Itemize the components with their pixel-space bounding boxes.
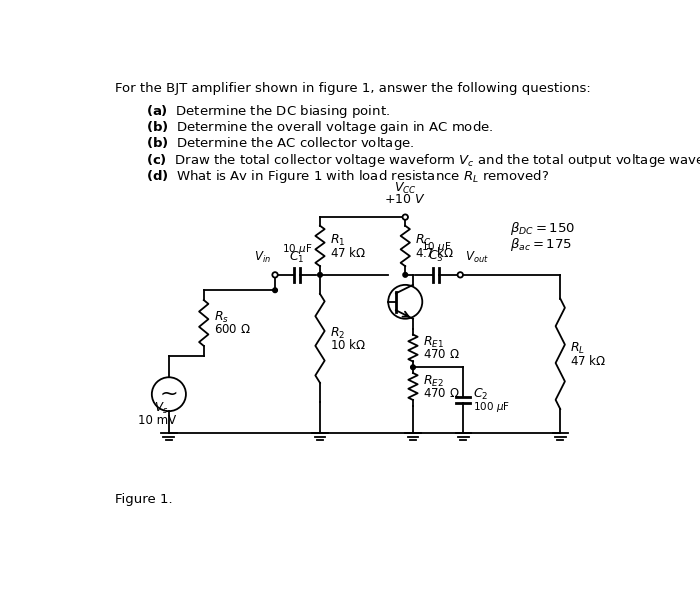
Text: 100 $\mu$F: 100 $\mu$F [473,400,510,414]
Text: 4.7 k$\Omega$: 4.7 k$\Omega$ [415,246,454,260]
Text: 470 $\Omega$: 470 $\Omega$ [423,349,460,362]
Text: $V_{out}$: $V_{out}$ [465,250,489,265]
Text: $C_2$: $C_2$ [473,387,488,402]
Text: 10 $\mu$F: 10 $\mu$F [421,240,451,254]
Text: $R_L$: $R_L$ [570,341,585,356]
Circle shape [318,273,322,277]
Circle shape [403,215,407,219]
Text: $R_C$: $R_C$ [415,233,432,248]
Text: $V_s$: $V_s$ [154,401,168,416]
Text: $\beta_{DC} = 150$: $\beta_{DC} = 150$ [510,220,575,237]
Text: $V_{in}$: $V_{in}$ [254,250,271,265]
Text: 10 $\mu$F: 10 $\mu$F [281,241,312,255]
Circle shape [402,214,408,220]
Text: 10 k$\Omega$: 10 k$\Omega$ [330,338,366,352]
Text: $C_3$: $C_3$ [428,249,444,264]
Text: $\mathbf{(b)}$  Determine the overall voltage gain in AC mode.: $\mathbf{(b)}$ Determine the overall vol… [146,119,493,136]
Text: $R_1$: $R_1$ [330,233,346,248]
Text: $\mathbf{(c)}$  Draw the total collector voltage waveform $V_c$ and the total ou: $\mathbf{(c)}$ Draw the total collector … [146,152,700,169]
Text: $V_{CC}$: $V_{CC}$ [394,181,416,195]
Text: $R_{E2}$: $R_{E2}$ [423,373,444,389]
Text: For the BJT amplifier shown in figure 1, answer the following questions:: For the BJT amplifier shown in figure 1,… [115,83,590,96]
Circle shape [411,365,415,369]
Text: 47 k$\Omega$: 47 k$\Omega$ [570,353,606,368]
Circle shape [403,273,407,277]
Text: ~: ~ [160,384,178,404]
Text: 47 k$\Omega$: 47 k$\Omega$ [330,246,366,260]
Text: $+10\ V$: $+10\ V$ [384,194,426,206]
Text: 470 $\Omega$: 470 $\Omega$ [423,387,460,400]
Text: 600 $\Omega$: 600 $\Omega$ [214,323,251,336]
Text: $\mathbf{(d)}$  What is Av in Figure 1 with load resistance $R_L$ removed?: $\mathbf{(d)}$ What is Av in Figure 1 wi… [146,168,549,185]
Circle shape [273,288,277,293]
Circle shape [458,272,463,277]
Text: $C_1$: $C_1$ [289,250,304,265]
Text: $R_2$: $R_2$ [330,326,345,340]
Text: $\mathbf{(a)}$  Determine the DC biasing point.: $\mathbf{(a)}$ Determine the DC biasing … [146,103,390,120]
Text: 10 mV: 10 mV [138,414,176,427]
Text: $R_{E1}$: $R_{E1}$ [423,335,444,350]
Text: $\mathbf{(b)}$  Determine the AC collector voltage.: $\mathbf{(b)}$ Determine the AC collecto… [146,136,414,152]
Text: $R_s$: $R_s$ [214,310,229,325]
Text: Figure 1.: Figure 1. [115,493,172,506]
Circle shape [272,272,278,277]
Text: $\beta_{ac} = 175$: $\beta_{ac} = 175$ [510,235,572,253]
